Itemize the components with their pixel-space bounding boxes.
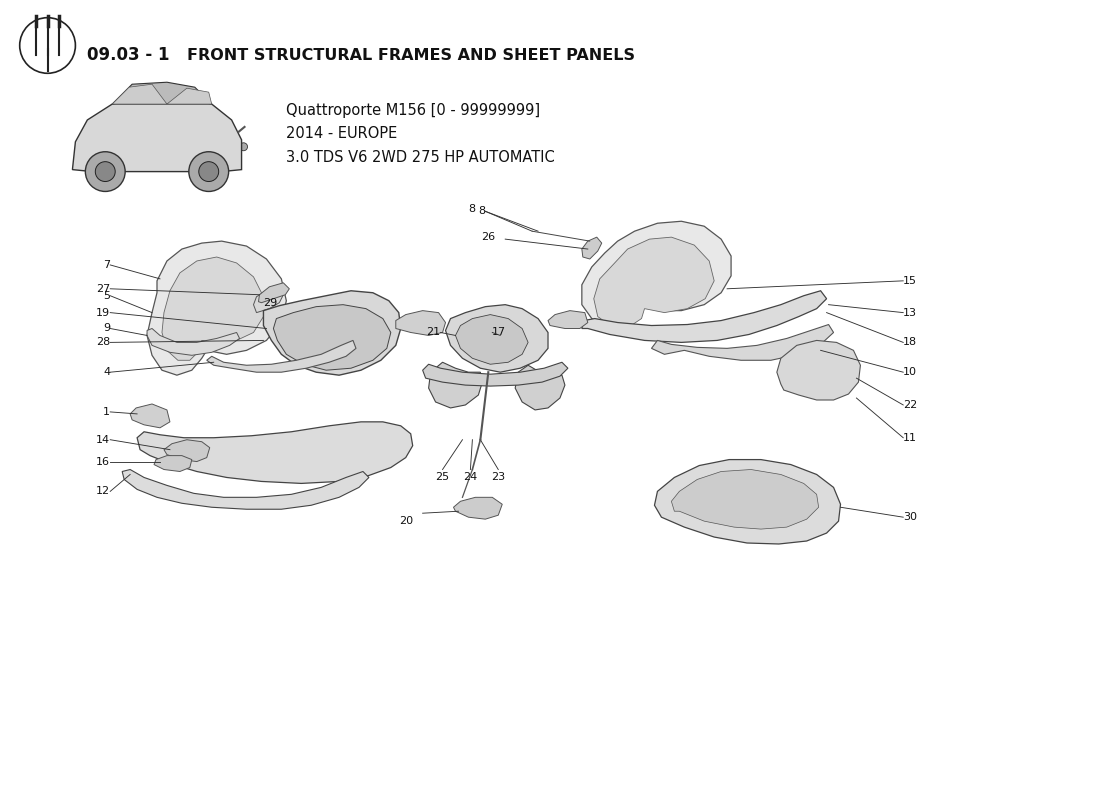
Circle shape xyxy=(86,152,125,191)
Text: 8: 8 xyxy=(469,204,475,214)
Text: FRONT STRUCTURAL FRAMES AND SHEET PANELS: FRONT STRUCTURAL FRAMES AND SHEET PANELS xyxy=(187,48,635,63)
Text: 25: 25 xyxy=(436,473,450,482)
Text: 10: 10 xyxy=(903,367,917,377)
Text: 21: 21 xyxy=(427,327,441,338)
Polygon shape xyxy=(167,88,211,104)
Text: 11: 11 xyxy=(903,433,917,442)
Text: 18: 18 xyxy=(903,338,917,347)
Text: 26: 26 xyxy=(481,232,495,242)
Text: 12: 12 xyxy=(96,486,110,496)
Polygon shape xyxy=(274,305,390,370)
Polygon shape xyxy=(147,241,286,375)
Text: 13: 13 xyxy=(903,308,917,318)
Text: 9: 9 xyxy=(103,323,110,334)
Circle shape xyxy=(240,142,248,150)
Polygon shape xyxy=(429,362,482,408)
Text: 22: 22 xyxy=(903,400,917,410)
Text: 4: 4 xyxy=(103,367,110,377)
Polygon shape xyxy=(73,97,242,171)
Polygon shape xyxy=(582,237,602,259)
Text: 8: 8 xyxy=(478,206,485,216)
Polygon shape xyxy=(594,237,714,326)
Polygon shape xyxy=(515,366,565,410)
Polygon shape xyxy=(651,325,834,360)
Text: 28: 28 xyxy=(96,338,110,347)
Text: 30: 30 xyxy=(903,512,917,522)
Polygon shape xyxy=(777,341,860,400)
Polygon shape xyxy=(548,310,587,329)
Text: 20: 20 xyxy=(398,516,412,526)
Text: 27: 27 xyxy=(96,284,110,294)
Polygon shape xyxy=(122,470,369,510)
Polygon shape xyxy=(112,84,167,104)
Polygon shape xyxy=(582,222,732,326)
Polygon shape xyxy=(446,305,548,372)
Text: 19: 19 xyxy=(96,308,110,318)
Polygon shape xyxy=(207,341,356,372)
Text: 09.03 - 1: 09.03 - 1 xyxy=(87,46,169,65)
Polygon shape xyxy=(258,283,289,302)
Text: 3.0 TDS V6 2WD 275 HP AUTOMATIC: 3.0 TDS V6 2WD 275 HP AUTOMATIC xyxy=(286,150,556,165)
Text: 17: 17 xyxy=(493,327,506,338)
Polygon shape xyxy=(422,362,568,386)
Text: 24: 24 xyxy=(463,473,477,482)
Polygon shape xyxy=(654,459,840,544)
Polygon shape xyxy=(582,290,826,342)
Polygon shape xyxy=(138,422,412,483)
Polygon shape xyxy=(671,470,818,529)
Text: 5: 5 xyxy=(103,290,110,301)
Polygon shape xyxy=(453,498,503,519)
Polygon shape xyxy=(396,310,446,335)
Text: Quattroporte M156 [0 - 99999999]: Quattroporte M156 [0 - 99999999] xyxy=(286,102,540,118)
Polygon shape xyxy=(147,329,240,355)
Polygon shape xyxy=(455,314,528,364)
Circle shape xyxy=(96,162,115,182)
Text: 7: 7 xyxy=(103,260,110,270)
Text: 14: 14 xyxy=(96,434,110,445)
Polygon shape xyxy=(164,440,210,462)
Circle shape xyxy=(189,152,229,191)
Text: 1: 1 xyxy=(103,407,110,417)
Polygon shape xyxy=(130,404,169,428)
Polygon shape xyxy=(253,289,284,313)
Text: 23: 23 xyxy=(492,473,505,482)
Polygon shape xyxy=(162,257,264,360)
Polygon shape xyxy=(154,456,191,471)
Text: 16: 16 xyxy=(96,457,110,466)
Circle shape xyxy=(199,162,219,182)
Polygon shape xyxy=(112,82,211,104)
Text: 29: 29 xyxy=(264,298,277,308)
Text: 2014 - EUROPE: 2014 - EUROPE xyxy=(286,126,397,142)
Polygon shape xyxy=(264,290,400,375)
Text: 15: 15 xyxy=(903,276,917,286)
